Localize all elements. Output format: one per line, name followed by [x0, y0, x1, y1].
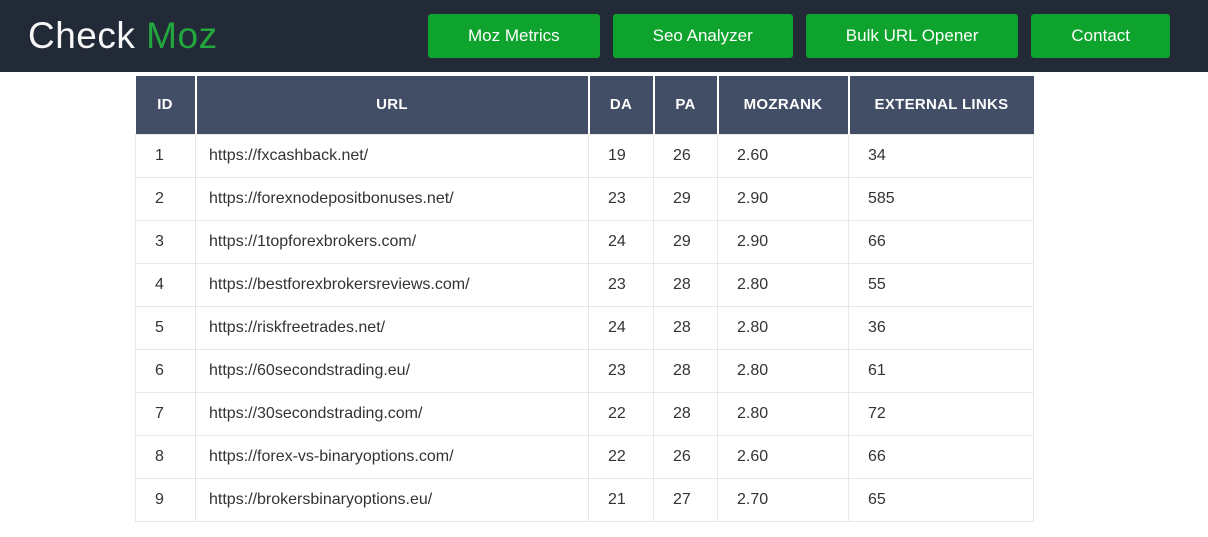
- site-logo[interactable]: Check Moz: [28, 15, 218, 57]
- cell-mozrank: 2.90: [717, 176, 849, 221]
- cell-url: https://60secondstrading.eu/: [195, 348, 589, 393]
- cell-external-links: 66: [848, 434, 1034, 479]
- cell-external-links: 34: [848, 133, 1034, 178]
- cell-pa: 28: [653, 391, 718, 436]
- column-header-url: URL: [195, 76, 590, 134]
- results-section: ID URL DA PA MOZRANK EXTERNAL LINKS 1 ht…: [135, 76, 1208, 522]
- cell-external-links: 36: [848, 305, 1034, 350]
- cell-id: 5: [135, 305, 196, 350]
- cell-id: 4: [135, 262, 196, 307]
- nav-button-moz-metrics[interactable]: Moz Metrics: [427, 14, 600, 58]
- cell-id: 6: [135, 348, 196, 393]
- column-header-da: DA: [588, 76, 655, 134]
- table-row: 8 https://forex-vs-binaryoptions.com/ 22…: [135, 434, 1034, 479]
- cell-da: 19: [588, 133, 654, 178]
- cell-external-links: 65: [848, 477, 1034, 522]
- cell-pa: 29: [653, 219, 718, 264]
- cell-id: 3: [135, 219, 196, 264]
- cell-pa: 27: [653, 477, 718, 522]
- table-header-row: ID URL DA PA MOZRANK EXTERNAL LINKS: [135, 76, 1034, 134]
- cell-external-links: 72: [848, 391, 1034, 436]
- cell-da: 24: [588, 219, 654, 264]
- cell-id: 8: [135, 434, 196, 479]
- cell-url: https://forexnodepositbonuses.net/: [195, 176, 589, 221]
- cell-mozrank: 2.90: [717, 219, 849, 264]
- cell-pa: 26: [653, 434, 718, 479]
- table-row: 2 https://forexnodepositbonuses.net/ 23 …: [135, 176, 1034, 221]
- nav-button-seo-analyzer[interactable]: Seo Analyzer: [612, 14, 793, 58]
- cell-mozrank: 2.80: [717, 305, 849, 350]
- table-row: 7 https://30secondstrading.com/ 22 28 2.…: [135, 391, 1034, 436]
- column-header-pa: PA: [653, 76, 719, 134]
- cell-external-links: 585: [848, 176, 1034, 221]
- column-header-id: ID: [135, 76, 197, 134]
- cell-da: 21: [588, 477, 654, 522]
- moz-metrics-table: ID URL DA PA MOZRANK EXTERNAL LINKS 1 ht…: [135, 76, 1034, 522]
- cell-id: 9: [135, 477, 196, 522]
- cell-url: https://forex-vs-binaryoptions.com/: [195, 434, 589, 479]
- cell-url: https://30secondstrading.com/: [195, 391, 589, 436]
- table-row: 4 https://bestforexbrokersreviews.com/ 2…: [135, 262, 1034, 307]
- table-row: 5 https://riskfreetrades.net/ 24 28 2.80…: [135, 305, 1034, 350]
- cell-da: 23: [588, 262, 654, 307]
- cell-url: https://fxcashback.net/: [195, 133, 589, 178]
- cell-id: 7: [135, 391, 196, 436]
- cell-mozrank: 2.80: [717, 391, 849, 436]
- cell-pa: 26: [653, 133, 718, 178]
- cell-pa: 28: [653, 348, 718, 393]
- cell-da: 23: [588, 176, 654, 221]
- main-nav: Moz Metrics Seo Analyzer Bulk URL Opener…: [427, 14, 1170, 58]
- cell-url: https://brokersbinaryoptions.eu/: [195, 477, 589, 522]
- table-row: 6 https://60secondstrading.eu/ 23 28 2.8…: [135, 348, 1034, 393]
- logo-moz: Moz: [146, 15, 218, 56]
- cell-da: 24: [588, 305, 654, 350]
- nav-button-bulk-url-opener[interactable]: Bulk URL Opener: [805, 14, 1019, 58]
- cell-da: 23: [588, 348, 654, 393]
- cell-mozrank: 2.80: [717, 348, 849, 393]
- cell-id: 1: [135, 133, 196, 178]
- table-row: 9 https://brokersbinaryoptions.eu/ 21 27…: [135, 477, 1034, 522]
- cell-url: https://1topforexbrokers.com/: [195, 219, 589, 264]
- column-header-mozrank: MOZRANK: [717, 76, 850, 134]
- cell-external-links: 61: [848, 348, 1034, 393]
- cell-url: https://riskfreetrades.net/: [195, 305, 589, 350]
- cell-da: 22: [588, 391, 654, 436]
- table-body: 1 https://fxcashback.net/ 19 26 2.60 34 …: [135, 133, 1034, 522]
- table-row: 1 https://fxcashback.net/ 19 26 2.60 34: [135, 133, 1034, 178]
- cell-pa: 28: [653, 305, 718, 350]
- cell-pa: 28: [653, 262, 718, 307]
- nav-button-contact[interactable]: Contact: [1031, 14, 1170, 58]
- cell-mozrank: 2.80: [717, 262, 849, 307]
- cell-url: https://bestforexbrokersreviews.com/: [195, 262, 589, 307]
- cell-id: 2: [135, 176, 196, 221]
- logo-check: Check: [28, 15, 136, 56]
- cell-external-links: 66: [848, 219, 1034, 264]
- cell-mozrank: 2.70: [717, 477, 849, 522]
- cell-external-links: 55: [848, 262, 1034, 307]
- cell-pa: 29: [653, 176, 718, 221]
- navbar: Check Moz Moz Metrics Seo Analyzer Bulk …: [0, 0, 1208, 72]
- table-row: 3 https://1topforexbrokers.com/ 24 29 2.…: [135, 219, 1034, 264]
- cell-da: 22: [588, 434, 654, 479]
- column-header-external-links: EXTERNAL LINKS: [848, 76, 1034, 134]
- cell-mozrank: 2.60: [717, 434, 849, 479]
- cell-mozrank: 2.60: [717, 133, 849, 178]
